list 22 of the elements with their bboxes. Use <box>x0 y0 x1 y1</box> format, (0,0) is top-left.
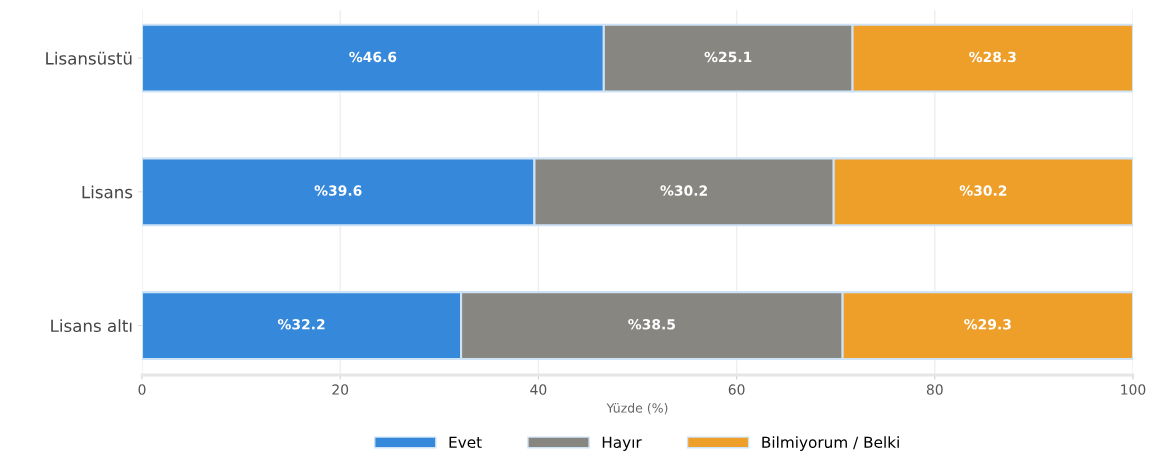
text: %28.3 <box>969 51 1016 63</box>
x-tick-label: 60 <box>728 384 745 395</box>
text: %38.5 <box>628 319 675 330</box>
text: %32.2 <box>277 319 325 330</box>
text: %30.2 <box>660 185 707 196</box>
text: %30.2 <box>959 185 1007 196</box>
text: %29.3 <box>964 319 1011 330</box>
y-tick-label: Lisans <box>82 185 133 199</box>
x-tick-label: 100 <box>1121 384 1146 395</box>
legend-label: Evet <box>449 436 482 449</box>
x-axis-title: Yüzde (%) <box>606 403 668 415</box>
legend-label: Bilmiyorum / Belki <box>762 436 899 451</box>
x-tick-label: 20 <box>332 384 349 395</box>
text: %25.1 <box>704 51 752 63</box>
x-tick-label: 0 <box>138 384 146 395</box>
y-tick-label: Lisansüstü <box>46 51 132 65</box>
legend-label: Hayır <box>602 436 642 451</box>
text: %46.6 <box>349 51 397 63</box>
y-tick-label: Lisans altı <box>51 319 132 333</box>
text: %39.6 <box>314 185 362 196</box>
x-tick-label: 80 <box>926 384 943 395</box>
x-tick-label: 40 <box>530 384 547 395</box>
